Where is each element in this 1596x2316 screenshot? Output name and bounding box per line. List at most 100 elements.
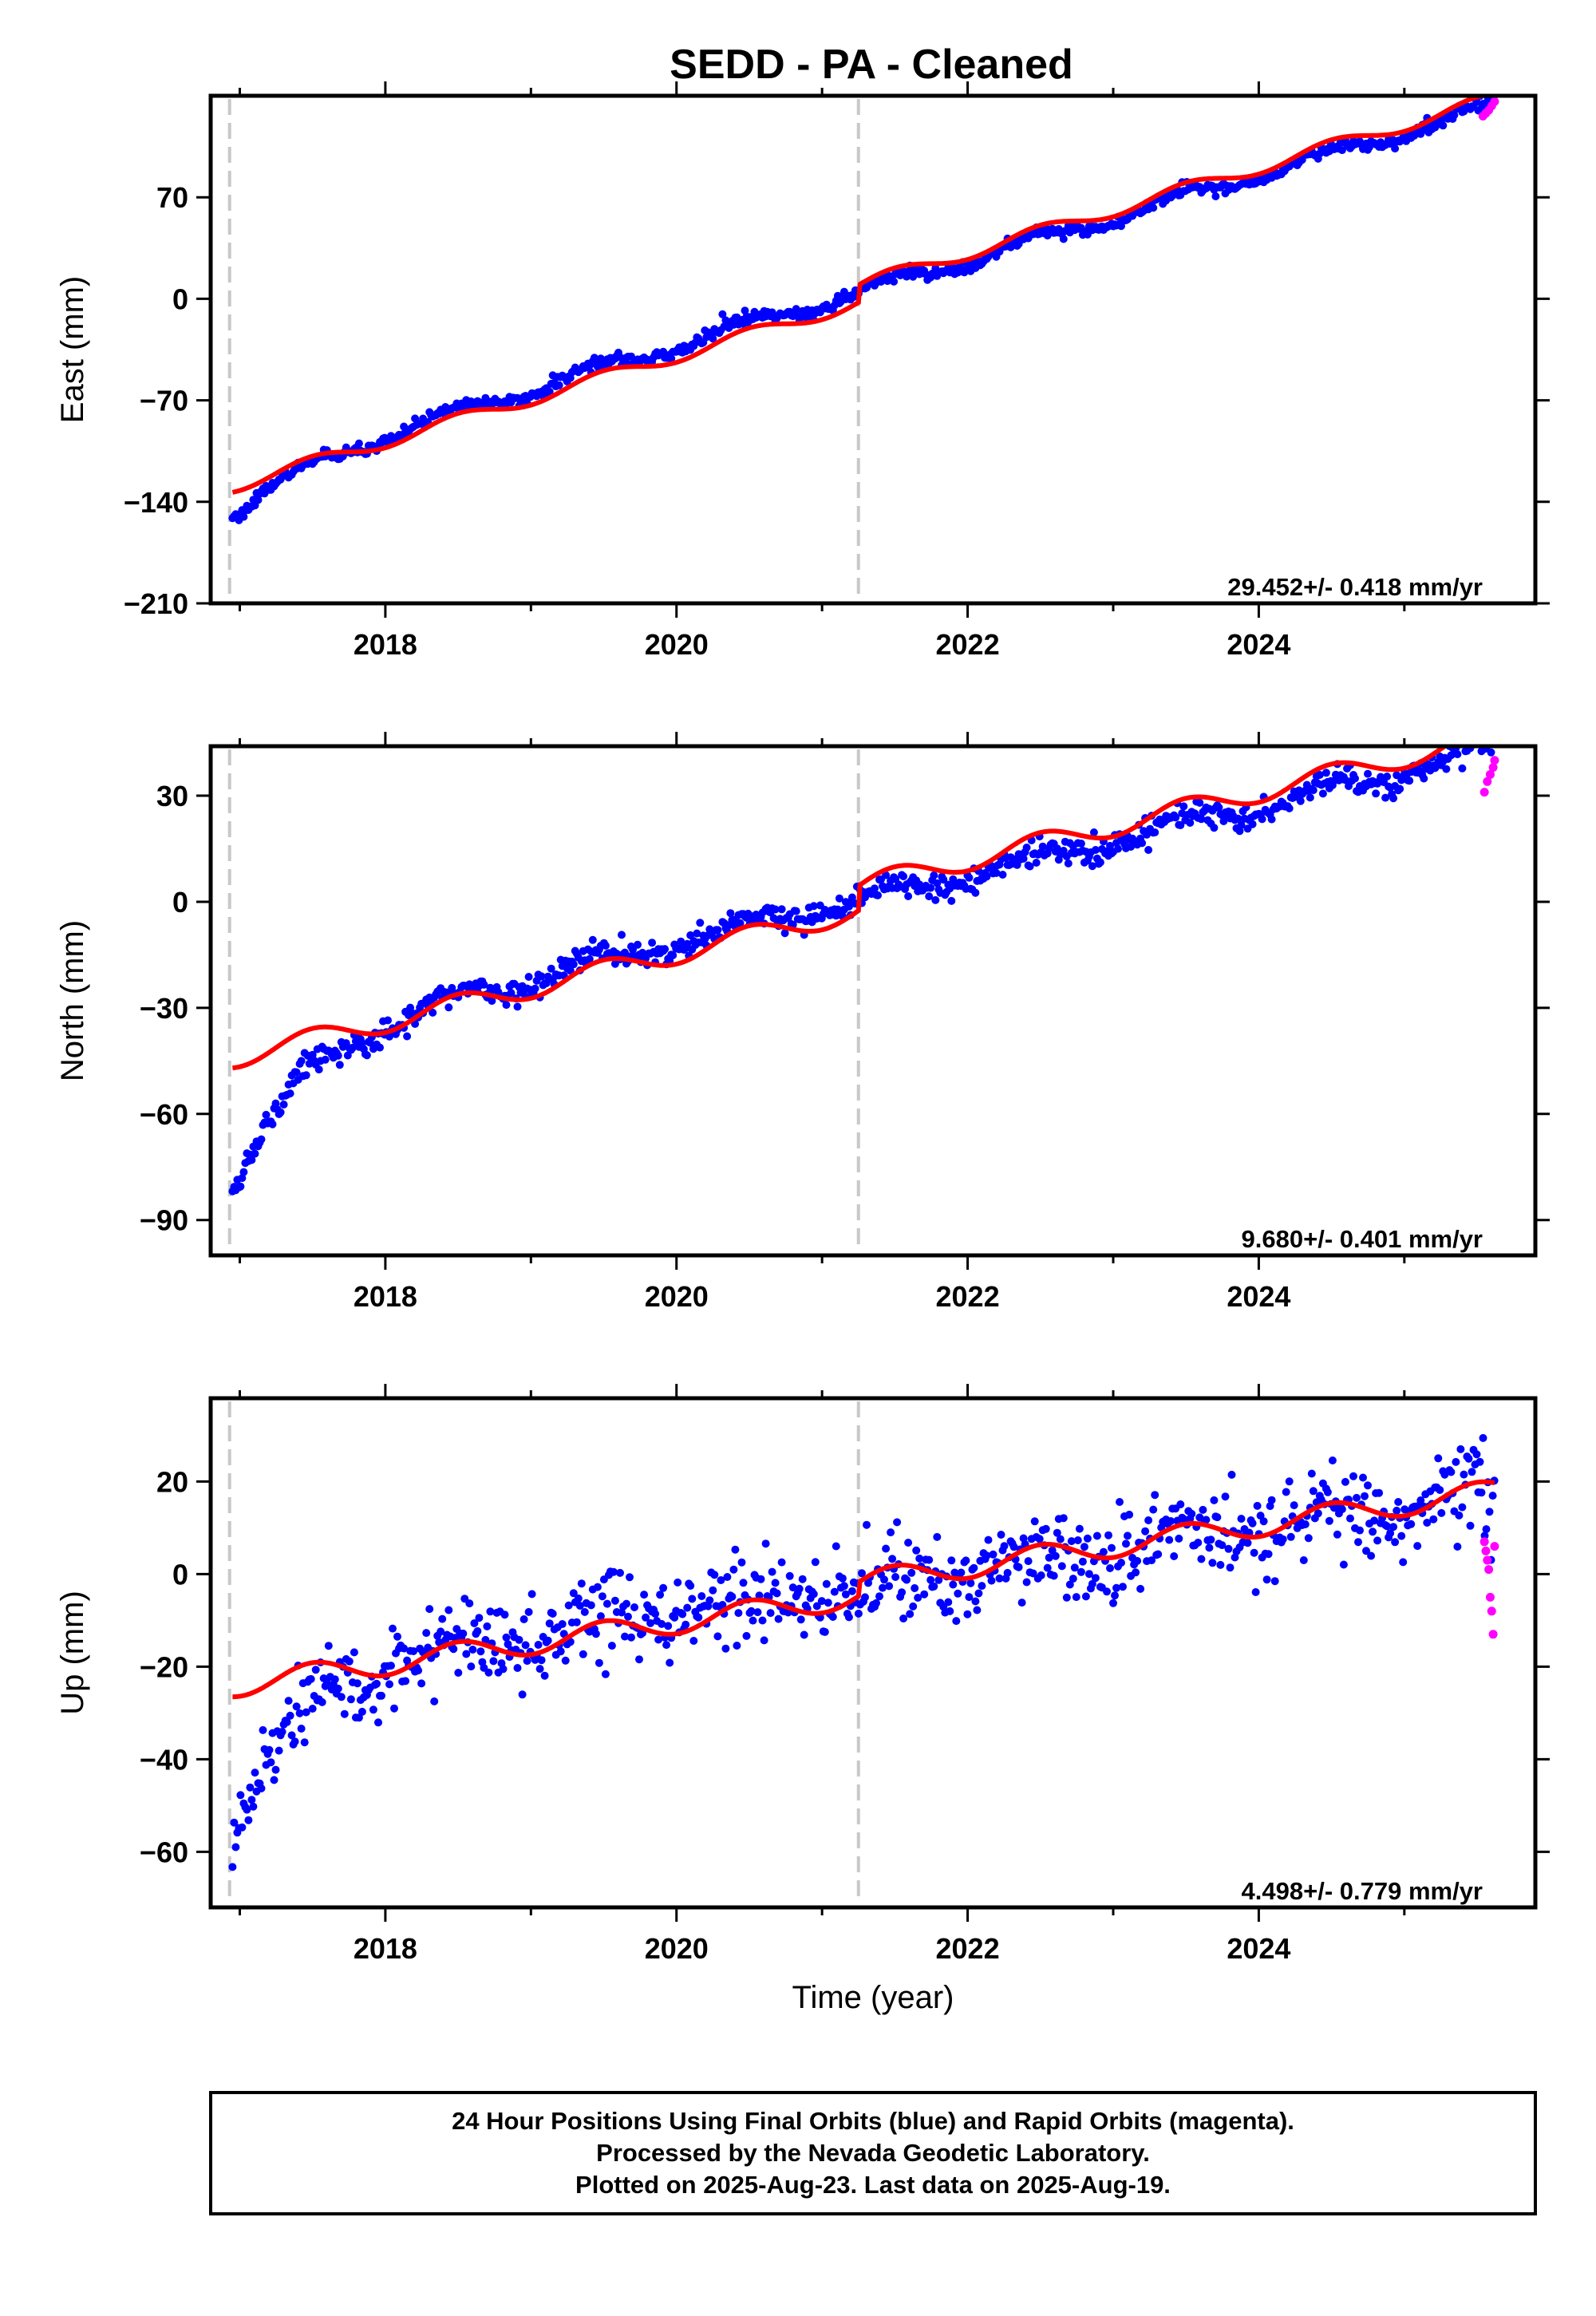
north-rapid-orbit-points [1479,756,1499,797]
up-point [1434,1454,1443,1463]
up-point [798,1575,807,1583]
up-point [1259,1517,1268,1526]
up-rapid-point [1481,1546,1491,1555]
up-point [709,1586,717,1595]
up-point [1337,1505,1346,1514]
up-panel: 2018 2020 2022 2024 −60 −40 −20 0 20 Up (mm) Time … [55,1384,1550,2015]
up-point [970,1563,978,1572]
north-point [1456,721,1464,729]
up-point [1226,1563,1235,1572]
north-final-orbit-points [228,721,1495,1196]
east-point [659,347,668,356]
up-point [369,1705,377,1714]
north-plot-frame [208,744,1538,1258]
up-point [302,1708,310,1717]
up-point [973,1606,982,1614]
up-point [515,1635,523,1644]
north-point [874,891,882,899]
up-point [1464,1454,1473,1463]
up-point [1000,1542,1009,1551]
up-point [558,1620,567,1628]
up-point [694,1613,703,1622]
north-point [1393,771,1401,780]
up-point [800,1630,808,1639]
up-point [1362,1547,1370,1555]
up-point [760,1636,768,1645]
up-point [243,1805,251,1814]
up-point [898,1588,907,1597]
up-point [1399,1558,1408,1567]
up-point [893,1518,902,1527]
north-point [1309,786,1317,795]
up-rapid-point [1490,1542,1499,1551]
north-point [1210,824,1219,832]
up-point [1077,1567,1085,1576]
up-point [822,1579,831,1588]
up-point [1301,1520,1310,1528]
up-point [678,1610,687,1618]
up-point [1125,1510,1134,1519]
up-point [290,1737,299,1746]
north-point [268,1120,277,1128]
north-point [1176,821,1185,829]
up-point [1447,1468,1456,1476]
north-point [251,1149,259,1158]
north-point [809,902,818,911]
up-point [377,1691,385,1700]
up-point [987,1576,996,1585]
up-point [306,1674,315,1683]
up-point [1389,1523,1398,1531]
up-point [518,1690,527,1699]
up-point [1328,1456,1337,1464]
north-rate-label: 9.680+/- 0.401 mm/yr [1242,1225,1483,1253]
up-point [575,1602,584,1610]
north-point [236,1182,245,1191]
up-point [949,1580,958,1589]
up-point [982,1551,991,1560]
north-point [585,954,594,963]
up-point [414,1666,423,1675]
up-point [717,1576,725,1584]
up-point [385,1680,393,1689]
north-point [1038,842,1047,851]
up-point [1022,1578,1031,1587]
up-point [1286,1532,1295,1541]
up-point [1290,1501,1298,1510]
up-point [1111,1591,1119,1600]
north-point [1458,764,1467,773]
up-point [984,1535,993,1544]
up-point [1103,1587,1111,1596]
north-point [648,939,657,947]
up-point [659,1583,668,1592]
up-point [350,1648,358,1657]
up-point [933,1532,942,1541]
up-point [1354,1538,1362,1547]
up-point [838,1574,847,1583]
up-point [346,1695,355,1704]
north-point [1144,846,1153,854]
up-point [1476,1457,1484,1466]
up-point [621,1632,629,1641]
east-y-tick-label: −140 [124,486,188,519]
north-point [904,892,913,900]
up-point [1394,1498,1403,1506]
up-point [1213,1513,1222,1522]
north-point [1138,839,1147,848]
up-point [1285,1477,1294,1486]
up-point [449,1645,458,1654]
up-point [1468,1468,1476,1476]
up-rapid-point [1488,1630,1498,1639]
up-point [1307,1469,1316,1478]
up-point [1314,1509,1322,1518]
up-point [742,1631,751,1640]
up-point [1325,1516,1333,1525]
east-x-tick-label: 2022 [936,628,1000,661]
north-point [376,1043,384,1052]
up-point [788,1583,797,1592]
up-point [345,1657,354,1666]
up-point [731,1545,740,1554]
north-x-tick-label: 2020 [645,1280,709,1313]
up-point [718,1601,727,1609]
up-point [1309,1487,1317,1496]
north-point [992,868,1001,877]
